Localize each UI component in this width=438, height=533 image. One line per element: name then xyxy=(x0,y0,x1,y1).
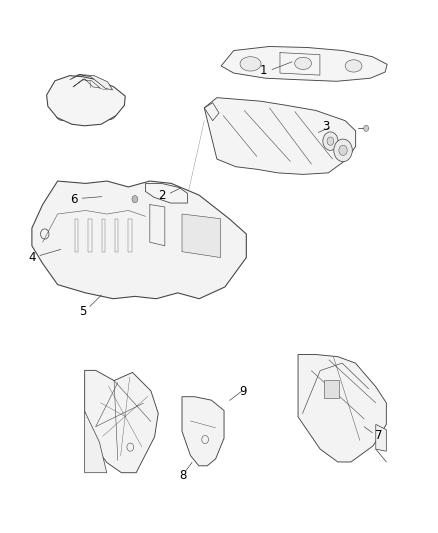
Polygon shape xyxy=(376,424,386,451)
Polygon shape xyxy=(204,98,356,174)
Text: 3: 3 xyxy=(322,120,330,133)
Polygon shape xyxy=(70,75,113,90)
Circle shape xyxy=(334,139,352,161)
Circle shape xyxy=(364,125,369,132)
Polygon shape xyxy=(324,379,339,398)
Text: 2: 2 xyxy=(159,189,166,203)
Circle shape xyxy=(339,146,347,156)
Polygon shape xyxy=(221,46,387,81)
Circle shape xyxy=(132,196,138,203)
Polygon shape xyxy=(32,181,246,298)
Polygon shape xyxy=(182,397,224,466)
Text: 1: 1 xyxy=(259,64,267,77)
Text: 7: 7 xyxy=(375,429,382,442)
Text: 4: 4 xyxy=(28,251,35,264)
Ellipse shape xyxy=(345,60,362,72)
Text: 6: 6 xyxy=(70,193,78,206)
Ellipse shape xyxy=(295,57,311,69)
Circle shape xyxy=(323,132,338,150)
Text: 5: 5 xyxy=(79,304,86,318)
Polygon shape xyxy=(145,183,187,203)
Polygon shape xyxy=(85,411,107,473)
Polygon shape xyxy=(298,354,386,462)
Polygon shape xyxy=(85,370,158,473)
Polygon shape xyxy=(182,214,221,257)
Ellipse shape xyxy=(240,56,261,71)
Circle shape xyxy=(327,137,334,146)
Text: 8: 8 xyxy=(180,469,187,482)
Polygon shape xyxy=(46,76,125,126)
Text: 9: 9 xyxy=(240,385,247,398)
